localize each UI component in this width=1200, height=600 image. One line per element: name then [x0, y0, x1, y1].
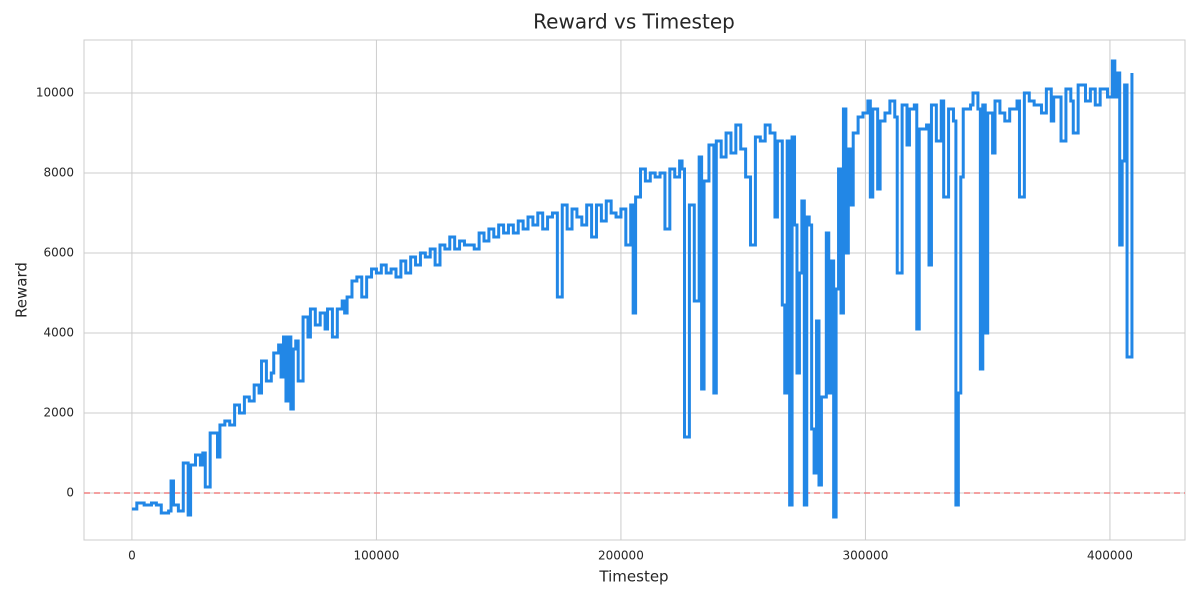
y-tick-label: 10000 [36, 86, 74, 100]
x-tick-label: 300000 [843, 549, 889, 563]
x-tick-label: 0 [128, 549, 136, 563]
x-axis-label: Timestep [598, 568, 668, 586]
y-tick-label: 2000 [43, 406, 74, 420]
data-line [131, 59, 1134, 519]
y-tick-label: 6000 [43, 246, 74, 260]
y-tick-label: 4000 [43, 326, 74, 340]
x-tick-label: 400000 [1087, 549, 1133, 563]
chart-title: Reward vs Timestep [533, 10, 735, 34]
plot-frame [83, 39, 1186, 541]
y-tick-label: 8000 [43, 166, 74, 180]
y-tick-label: 0 [66, 486, 74, 500]
x-tick-label: 200000 [598, 549, 644, 563]
y-axis-label: Reward [13, 262, 31, 318]
x-tick-label: 100000 [354, 549, 400, 563]
